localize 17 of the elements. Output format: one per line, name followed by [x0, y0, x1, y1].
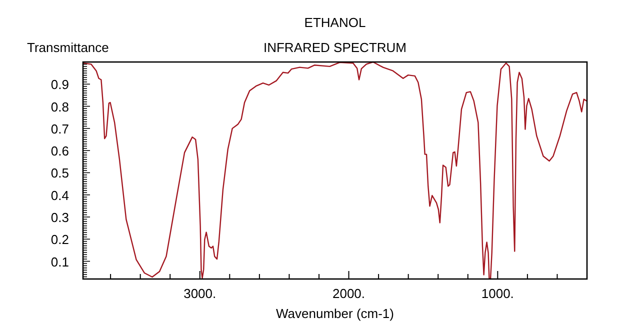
y-tick-label: 0.6 [50, 144, 69, 159]
x-tick-label: 1000. [481, 286, 514, 301]
chart-title: ETHANOL [304, 15, 366, 30]
x-tick-label: 3000. [184, 286, 216, 301]
chart-subtitle: INFRARED SPECTRUM [263, 40, 407, 55]
y-axis-title: Transmittance [27, 40, 109, 55]
y-tick-label: 0.9 [50, 77, 69, 92]
y-tick-label: 0.7 [50, 121, 69, 136]
y-tick-label: 0.5 [50, 166, 69, 181]
y-tick-label: 0.8 [50, 99, 69, 114]
y-tick-label: 0.4 [50, 188, 69, 203]
x-tick-label: 2000. [332, 286, 366, 301]
y-tick-label: 0.2 [50, 232, 69, 248]
line-series [82, 61, 588, 280]
y-tick-label: 0.3 [50, 210, 69, 225]
x-axis-title: Wavenumber (cm-1) [276, 306, 394, 321]
y-tick-label: 0.1 [50, 254, 69, 270]
